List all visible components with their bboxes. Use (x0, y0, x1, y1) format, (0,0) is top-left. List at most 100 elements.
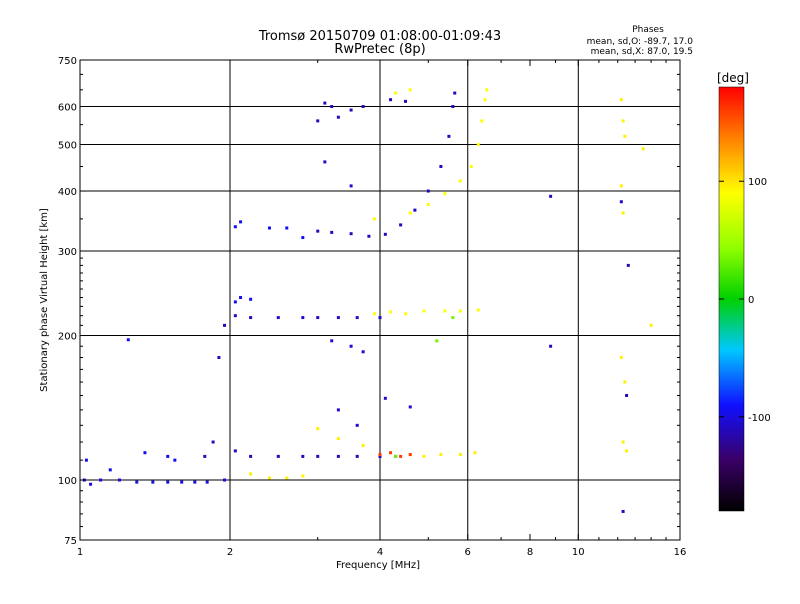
x-tick-label: 4 (377, 547, 383, 558)
data-points (82, 88, 653, 513)
echo-point (126, 338, 130, 342)
echo-point (336, 454, 340, 458)
echo-point (267, 226, 271, 230)
echo-point (233, 225, 237, 229)
echo-point (330, 230, 334, 234)
echo-point (426, 202, 430, 206)
echo-point (249, 472, 253, 476)
echo-point (336, 316, 340, 320)
echo-point (378, 454, 382, 458)
echo-point (301, 474, 305, 478)
echo-point (439, 164, 443, 168)
echo-point (408, 211, 412, 215)
echo-point (480, 119, 484, 123)
y-tick-label: 400 (58, 187, 77, 198)
echo-point (399, 223, 403, 227)
echo-point (249, 316, 253, 320)
echo-point (223, 323, 227, 327)
echo-point (336, 437, 340, 441)
echo-point (249, 454, 253, 458)
echo-point (239, 220, 243, 224)
echo-point (143, 451, 147, 455)
echo-point (361, 444, 365, 448)
echo-point (621, 119, 625, 123)
echo-point (135, 480, 139, 484)
echo-point (316, 229, 320, 233)
echo-point (389, 310, 393, 314)
echo-point (394, 454, 398, 458)
x-tick-label: 2 (227, 547, 233, 558)
echo-point (451, 316, 455, 320)
phase-stats-heading: Phases (632, 25, 664, 35)
echo-point (447, 134, 451, 138)
echo-point (408, 88, 412, 92)
echo-point (276, 316, 280, 320)
echo-point (399, 454, 403, 458)
x-tick-label: 8 (527, 547, 533, 558)
grid-lines (80, 60, 680, 540)
echo-point (285, 226, 289, 230)
echo-point (367, 234, 371, 238)
echo-point (211, 440, 215, 444)
echo-point (355, 316, 359, 320)
echo-point (233, 314, 237, 318)
echo-point (625, 449, 629, 453)
echo-point (625, 394, 629, 398)
echo-point (378, 453, 382, 457)
echo-point (355, 454, 359, 458)
echo-point (443, 192, 447, 196)
echo-point (458, 453, 462, 457)
echo-point (469, 164, 473, 168)
echo-point (166, 480, 170, 484)
y-tick-label: 750 (58, 56, 77, 67)
echo-point (389, 98, 393, 102)
echo-point (330, 339, 334, 343)
echo-point (435, 339, 439, 343)
echo-point (173, 458, 177, 462)
echo-point (485, 88, 489, 92)
echo-point (285, 476, 289, 480)
echo-point (355, 423, 359, 427)
colorbar-tick-label: -100 (748, 413, 771, 424)
echo-point (349, 344, 353, 348)
echo-point (389, 451, 393, 455)
echo-point (621, 440, 625, 444)
echo-point (180, 480, 184, 484)
echo-point (301, 236, 305, 240)
echo-point (453, 91, 457, 95)
echo-point (403, 312, 407, 316)
echo-point (373, 217, 377, 221)
echo-point (439, 453, 443, 457)
echo-point (349, 108, 353, 112)
chart-title: Tromsø 20150709 01:08:00-01:09:43 (258, 29, 501, 44)
y-tick-label: 100 (58, 476, 77, 487)
echo-point (249, 297, 253, 301)
y-tick-label: 200 (58, 332, 77, 343)
echo-point (483, 98, 487, 102)
echo-point (301, 316, 305, 320)
echo-point (549, 344, 553, 348)
echo-point (239, 296, 243, 300)
echo-point (205, 480, 209, 484)
echo-point (117, 478, 121, 482)
echo-point (458, 309, 462, 313)
echo-point (151, 480, 155, 484)
echo-point (330, 105, 334, 109)
echo-point (619, 98, 623, 102)
colorbar-label: [deg] (717, 71, 749, 85)
y-tick-label: 600 (58, 103, 77, 114)
echo-point (108, 468, 112, 472)
y-axis-label: Stationary phase Virtual Height [km] (39, 208, 50, 392)
x-tick-label: 6 (465, 547, 471, 558)
echo-point (473, 451, 477, 455)
echo-point (166, 454, 170, 458)
echo-point (316, 427, 320, 431)
phase-stats-x: mean, sd,X: 87.0, 19.5 (591, 47, 693, 57)
echo-point (223, 478, 227, 482)
x-axis-ticks: 1 2 4 6 8 10 16 (77, 60, 686, 558)
echo-point (233, 300, 237, 304)
echo-point (217, 355, 221, 359)
echo-point (336, 408, 340, 412)
